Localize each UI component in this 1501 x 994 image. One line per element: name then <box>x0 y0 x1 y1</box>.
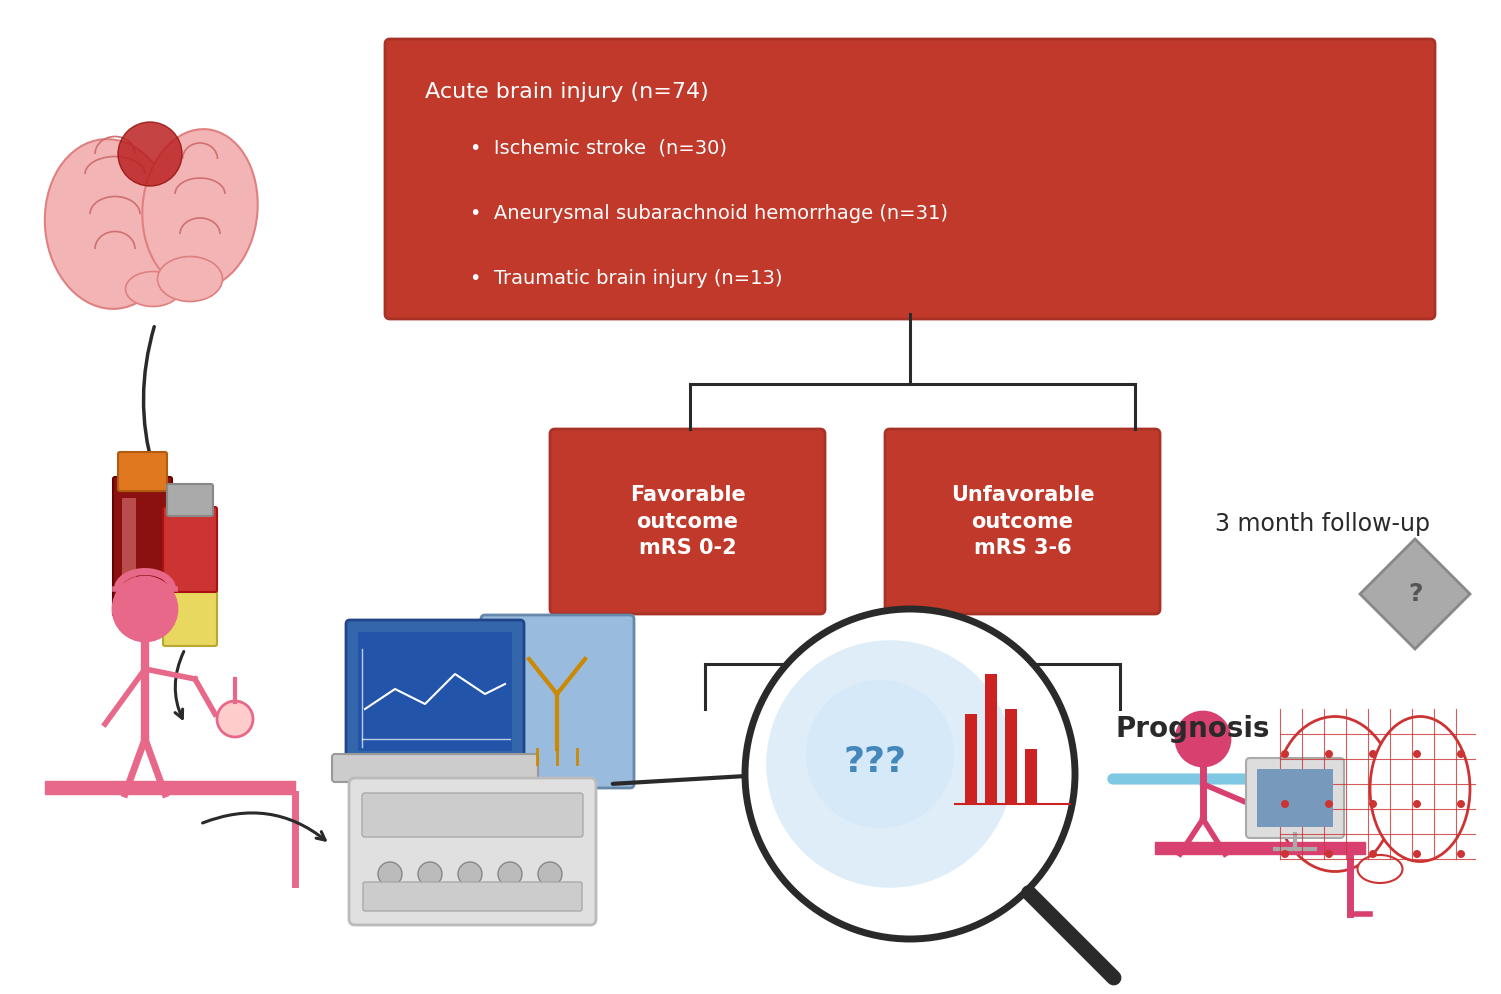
Ellipse shape <box>45 139 176 309</box>
Text: Acute brain injury (n=74): Acute brain injury (n=74) <box>425 82 708 102</box>
Circle shape <box>378 862 402 886</box>
Circle shape <box>1412 850 1421 858</box>
Text: ?: ? <box>1408 582 1423 606</box>
FancyBboxPatch shape <box>164 581 218 646</box>
FancyBboxPatch shape <box>1246 758 1343 838</box>
FancyBboxPatch shape <box>119 452 167 491</box>
Text: •  Aneurysmal subarachnoid hemorrhage (n=31): • Aneurysmal subarachnoid hemorrhage (n=… <box>470 204 949 223</box>
Ellipse shape <box>1357 855 1402 883</box>
Ellipse shape <box>806 680 955 828</box>
Circle shape <box>1175 712 1229 766</box>
FancyBboxPatch shape <box>363 882 582 911</box>
FancyBboxPatch shape <box>167 484 213 516</box>
Circle shape <box>458 862 482 886</box>
Circle shape <box>1325 850 1333 858</box>
Circle shape <box>1412 750 1421 758</box>
Text: Prognosis: Prognosis <box>1115 715 1270 743</box>
FancyBboxPatch shape <box>1154 842 1364 854</box>
Text: Unfavorable
outcome
mRS 3-6: Unfavorable outcome mRS 3-6 <box>950 485 1094 558</box>
Circle shape <box>119 122 182 186</box>
FancyBboxPatch shape <box>45 781 296 794</box>
Text: Favorable
outcome
mRS 0-2: Favorable outcome mRS 0-2 <box>629 485 746 558</box>
FancyBboxPatch shape <box>350 778 596 925</box>
Circle shape <box>537 862 561 886</box>
Circle shape <box>1457 850 1465 858</box>
Text: •  Ischemic stroke  (n=30): • Ischemic stroke (n=30) <box>470 139 726 158</box>
FancyBboxPatch shape <box>113 477 173 616</box>
FancyBboxPatch shape <box>1006 709 1018 804</box>
FancyBboxPatch shape <box>886 429 1160 614</box>
Circle shape <box>1280 750 1289 758</box>
Circle shape <box>113 577 177 641</box>
Polygon shape <box>1360 539 1469 649</box>
Circle shape <box>218 701 254 737</box>
Circle shape <box>1369 750 1376 758</box>
Circle shape <box>1280 800 1289 808</box>
FancyBboxPatch shape <box>985 674 997 804</box>
Ellipse shape <box>143 129 258 289</box>
FancyBboxPatch shape <box>359 632 512 751</box>
FancyBboxPatch shape <box>362 793 582 837</box>
Text: •  Traumatic brain injury (n=13): • Traumatic brain injury (n=13) <box>470 269 782 288</box>
FancyBboxPatch shape <box>347 620 524 763</box>
Ellipse shape <box>158 256 222 301</box>
Circle shape <box>1412 800 1421 808</box>
FancyBboxPatch shape <box>332 754 537 782</box>
FancyBboxPatch shape <box>122 498 137 605</box>
FancyBboxPatch shape <box>549 429 826 614</box>
FancyBboxPatch shape <box>965 714 977 804</box>
Circle shape <box>1325 800 1333 808</box>
Circle shape <box>1280 850 1289 858</box>
FancyBboxPatch shape <box>480 615 633 788</box>
Circle shape <box>417 862 441 886</box>
Circle shape <box>498 862 522 886</box>
Text: ???: ??? <box>844 745 907 779</box>
Ellipse shape <box>1274 717 1394 872</box>
Text: 3 month follow-up: 3 month follow-up <box>1214 512 1430 536</box>
Circle shape <box>744 609 1075 939</box>
Circle shape <box>1325 750 1333 758</box>
Ellipse shape <box>126 271 180 306</box>
Ellipse shape <box>1370 717 1469 862</box>
FancyBboxPatch shape <box>1025 749 1037 804</box>
Circle shape <box>1457 800 1465 808</box>
Circle shape <box>1369 850 1376 858</box>
FancyBboxPatch shape <box>164 507 218 592</box>
Circle shape <box>1369 800 1376 808</box>
Ellipse shape <box>766 640 1013 888</box>
FancyBboxPatch shape <box>384 39 1435 319</box>
Circle shape <box>1457 750 1465 758</box>
FancyBboxPatch shape <box>1256 769 1333 827</box>
